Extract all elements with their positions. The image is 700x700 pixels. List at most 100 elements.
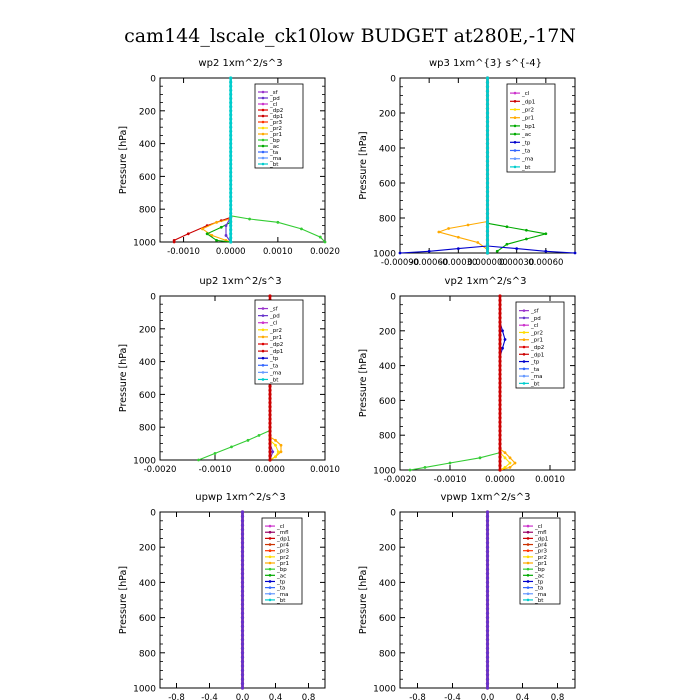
- x-tick-label: -0.0020: [384, 475, 417, 485]
- series-point: [229, 236, 233, 240]
- legend-marker: [526, 543, 530, 546]
- series-point: [485, 142, 490, 146]
- legend-marker: [261, 321, 265, 325]
- series-point: [215, 220, 218, 224]
- legend-label: _pr1: [530, 338, 543, 344]
- series-point: [485, 673, 490, 677]
- series-point: [229, 207, 233, 211]
- legend-label: _bt: [521, 165, 531, 171]
- series-point: [197, 458, 200, 462]
- legend-label: _dp1: [269, 114, 283, 120]
- y-tick-label: 1000: [133, 239, 156, 249]
- series-point: [485, 519, 490, 523]
- series-point: [498, 337, 502, 342]
- legend-marker: [261, 156, 265, 160]
- series-point: [485, 76, 490, 80]
- series-point: [498, 424, 502, 429]
- series-point: [485, 668, 490, 673]
- legend-label: _dp2: [530, 345, 544, 351]
- legend-label: _bp1: [521, 124, 535, 130]
- series-point: [485, 642, 490, 646]
- x-tick-label: -0.0020: [144, 465, 177, 475]
- series-point: [498, 316, 502, 320]
- x-tick-label: -0.00090: [381, 258, 419, 268]
- series-point: [268, 405, 272, 409]
- series-point: [498, 442, 502, 446]
- series-point: [268, 392, 272, 396]
- series-point: [485, 85, 490, 89]
- panel-4: vp2 1xm^2/s^3 Pressure [hPa] 0 200 400 600 800…: [358, 276, 576, 485]
- y-tick-label: 600: [139, 391, 156, 401]
- legend-marker: [513, 157, 517, 160]
- series-line: [499, 448, 516, 471]
- series-point: [240, 607, 245, 611]
- legend-label: _tp: [530, 360, 540, 366]
- series-point: [268, 437, 272, 442]
- series-point: [485, 616, 490, 620]
- legend-label: _bt: [269, 162, 279, 168]
- panel-title: upwp 1xm^2/s^3: [195, 492, 285, 503]
- panel-title: vpwp 1xm^2/s^3: [440, 492, 530, 503]
- legend-marker: [268, 598, 272, 602]
- legend-marker: [513, 91, 517, 95]
- series-point: [240, 554, 245, 558]
- series-point: [229, 219, 233, 224]
- series-point: [240, 594, 245, 598]
- y-tick-label: 1000: [133, 457, 156, 467]
- series-point: [229, 224, 233, 228]
- legend-marker: [261, 90, 265, 94]
- series-point: [240, 660, 245, 664]
- series-point: [503, 451, 507, 454]
- legend-marker: [261, 378, 265, 381]
- series-point: [485, 247, 490, 251]
- series-point: [271, 450, 275, 454]
- series-point: [240, 638, 245, 642]
- panel-title: up2 1xm^2/s^3: [199, 276, 281, 287]
- series-line: [437, 220, 488, 250]
- series-point: [485, 572, 490, 576]
- legend-marker: [268, 543, 272, 546]
- series-point: [485, 660, 490, 664]
- series-point: [485, 514, 490, 519]
- legend-label: _pd: [530, 316, 541, 322]
- series-point: [498, 403, 502, 407]
- series-point: [498, 307, 502, 311]
- series-point: [508, 456, 512, 460]
- legend-marker: [261, 138, 265, 142]
- series-point: [485, 128, 490, 133]
- series-point: [485, 611, 490, 615]
- legend-label: _cl: [534, 524, 543, 530]
- legend-label: _ac: [276, 573, 286, 579]
- legend-marker: [261, 108, 265, 112]
- series-point: [274, 438, 277, 442]
- legend: _sf_pd_cl_dp2_dp1_pr3_pr2_pr1_bp_ac_ta_m…: [254, 83, 304, 169]
- legend-label: _pr2: [534, 555, 547, 561]
- series-point: [485, 686, 490, 690]
- series-point: [276, 220, 280, 224]
- legend-label: _dp1: [521, 99, 535, 105]
- legend-marker: [261, 328, 265, 332]
- series-point: [498, 324, 502, 329]
- series-point: [229, 113, 233, 117]
- series-point: [498, 372, 502, 376]
- series-point: [524, 237, 528, 241]
- series-point: [485, 594, 490, 598]
- y-axis-label: Pressure [hPa]: [358, 349, 369, 417]
- series-point: [279, 450, 283, 454]
- y-tick-label: 1000: [373, 467, 396, 477]
- series-point: [423, 465, 427, 469]
- series-point: [213, 452, 217, 455]
- series-point: [485, 664, 490, 668]
- legend-marker: [526, 592, 530, 596]
- series-point: [229, 117, 233, 121]
- series-point: [229, 232, 233, 236]
- series-point: [229, 129, 233, 133]
- series-point: [268, 446, 272, 450]
- series-point: [229, 101, 233, 105]
- x-tick-label: -0.00060: [410, 258, 448, 268]
- series-point: [498, 350, 502, 355]
- series-point: [240, 677, 245, 681]
- series-point: [485, 563, 490, 567]
- series-point: [240, 532, 245, 536]
- series-point: [240, 616, 245, 620]
